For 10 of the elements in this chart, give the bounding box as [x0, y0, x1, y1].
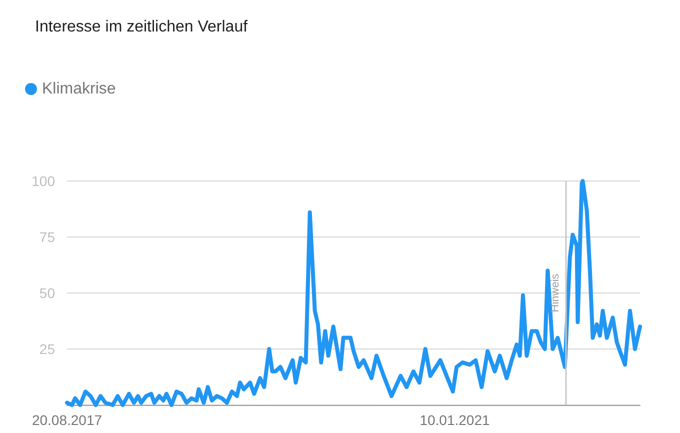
- ref-line-label: Hinweis: [550, 273, 562, 312]
- x-tick-label: 20.08.2017: [32, 412, 102, 428]
- x-tick-label: 10.01.2021: [420, 412, 490, 428]
- chart-title: Interesse im zeitlichen Verlauf: [35, 18, 248, 36]
- y-tick-label: 100: [32, 173, 56, 189]
- legend-label: Klimakrise: [42, 80, 116, 98]
- line-series: [65, 179, 642, 407]
- y-tick-label: 50: [39, 285, 56, 301]
- y-tick-label: 75: [39, 229, 56, 245]
- y-tick-label: 25: [39, 341, 56, 357]
